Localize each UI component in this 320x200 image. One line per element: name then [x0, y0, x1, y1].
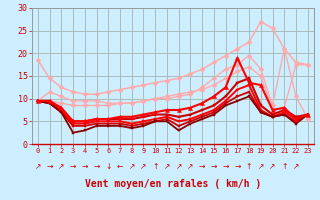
Text: ↗: ↗ [58, 162, 65, 171]
Text: ↗: ↗ [293, 162, 299, 171]
Text: ↗: ↗ [175, 162, 182, 171]
Text: →: → [46, 162, 53, 171]
Text: ↑: ↑ [152, 162, 158, 171]
Text: ↗: ↗ [35, 162, 41, 171]
Text: ↗: ↗ [269, 162, 276, 171]
Text: ↗: ↗ [140, 162, 147, 171]
Text: ↗: ↗ [187, 162, 194, 171]
Text: ↑: ↑ [246, 162, 252, 171]
Text: →: → [82, 162, 88, 171]
Text: ↗: ↗ [164, 162, 170, 171]
Text: →: → [199, 162, 205, 171]
Text: →: → [93, 162, 100, 171]
Text: ↗: ↗ [129, 162, 135, 171]
Text: ↑: ↑ [281, 162, 287, 171]
Text: →: → [211, 162, 217, 171]
Text: →: → [222, 162, 229, 171]
Text: Vent moyen/en rafales ( km/h ): Vent moyen/en rafales ( km/h ) [85, 179, 261, 189]
Text: →: → [70, 162, 76, 171]
Text: ↗: ↗ [258, 162, 264, 171]
Text: ←: ← [117, 162, 123, 171]
Text: →: → [234, 162, 241, 171]
Text: ↓: ↓ [105, 162, 111, 171]
